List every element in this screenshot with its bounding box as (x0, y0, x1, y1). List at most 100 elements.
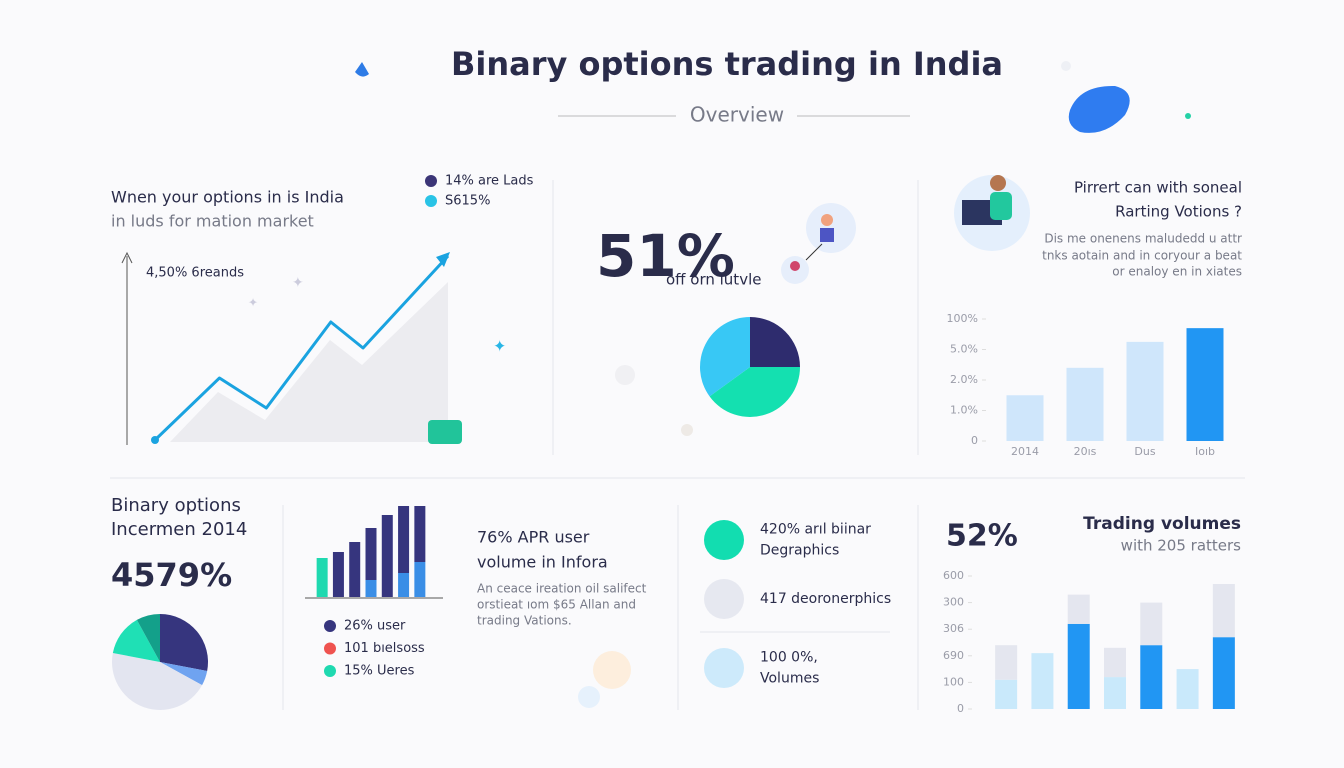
stat-text: Degraphics (760, 543, 839, 559)
x-tick-label: Ioıb (1195, 445, 1215, 458)
pie-slice (111, 653, 203, 710)
bar (995, 679, 1018, 709)
legend-label: 14% are Lads (445, 174, 534, 189)
legend-label: S615% (445, 194, 490, 209)
pie-slice (709, 367, 800, 417)
bar (332, 552, 344, 597)
pie-slice (700, 316, 750, 397)
x-tick-label: Dus (1134, 445, 1155, 458)
headline: 4579% (111, 556, 232, 594)
stat-text: 420% arıl biinar (760, 522, 871, 538)
bar (414, 506, 426, 562)
bar (1212, 583, 1235, 638)
bar (1212, 637, 1235, 709)
caption: off orn lutvle (666, 271, 761, 289)
y-tick-label: 0 (971, 434, 978, 447)
bar (1140, 602, 1163, 646)
description: trading Vations. (477, 614, 572, 628)
description: Dis me onenens maludedd u attr (1044, 232, 1242, 246)
y-tick-label: 600 (943, 569, 964, 582)
panel-title: Pirrert can with soneal (1074, 179, 1242, 197)
description: orstieat ıom $65 Allan and (477, 598, 636, 612)
bar (1104, 677, 1126, 709)
data-line (153, 254, 450, 442)
person-head (990, 175, 1006, 191)
headline: 52% (946, 519, 1018, 554)
bar (1140, 645, 1163, 709)
stat-text: Volumes (760, 671, 819, 687)
y-tick-label: 306 (943, 622, 964, 635)
stat-dot (704, 648, 744, 688)
panel-title: 76% APR user (477, 528, 590, 547)
y-tick-label: 690 (943, 649, 964, 662)
bar (1186, 328, 1224, 441)
page-title: Binary options trading in India (451, 45, 1003, 83)
bar (1067, 594, 1090, 624)
panel-title: Binary options (111, 495, 241, 516)
y-tick-label: 100 (943, 675, 964, 688)
person-body (990, 192, 1012, 220)
legend-label: 15% Ueres (344, 664, 415, 679)
y-tick-label: 0 (957, 702, 964, 715)
sparkle: ✦ (248, 296, 258, 310)
y-tick-label: 5.0% (950, 343, 978, 356)
x-tick-label: 20ıs (1074, 445, 1097, 458)
legend-swatch (425, 195, 437, 207)
pie-slice (136, 614, 160, 662)
arrow-head (121, 251, 133, 264)
legend-swatch (324, 620, 336, 632)
bar (1067, 623, 1090, 709)
legend-swatch (425, 175, 437, 187)
connector (805, 243, 823, 261)
bar (398, 506, 410, 573)
headline: 51% (596, 222, 735, 290)
line-start (151, 436, 159, 444)
bar (1031, 653, 1054, 709)
blob (615, 365, 635, 385)
stat-text: 100 0%, (760, 650, 818, 666)
pie-slice (750, 317, 800, 367)
bar (1104, 647, 1126, 678)
blob (593, 651, 631, 689)
panel-title: Wnen your options in is India (111, 188, 344, 207)
bar (349, 542, 361, 597)
drop-shape (355, 62, 369, 77)
sparkle: ✦ (493, 337, 506, 356)
panel-title: Rarting Votions ? (1115, 203, 1242, 221)
description: or enaloy en in xiates (1112, 265, 1242, 279)
pie-slice (160, 662, 208, 686)
panel-subtitle: with 205 ratters (1121, 537, 1242, 555)
page-subtitle: Overview (690, 103, 784, 127)
pie-slice (160, 614, 209, 671)
panel-subtitle: in luds for mation market (111, 212, 314, 231)
bar (995, 645, 1018, 680)
blob-shape (1068, 85, 1130, 133)
bar (365, 528, 377, 580)
y-tick-label: 300 (943, 596, 964, 609)
avatar-body (820, 228, 834, 242)
bar (1176, 669, 1199, 709)
area-shape (170, 282, 448, 442)
arrow-head (436, 252, 450, 267)
blob (681, 424, 693, 436)
description: tnks aotain and in coryour a beat (1042, 249, 1242, 263)
stat-dot (704, 579, 744, 619)
dot (1185, 113, 1191, 119)
panel-title: Incermen 2014 (111, 519, 247, 540)
legend-swatch (324, 665, 336, 677)
avatar-head (821, 214, 833, 226)
blob (578, 686, 600, 708)
bar (1066, 367, 1104, 441)
avatar-head (790, 261, 800, 271)
icon (428, 420, 462, 444)
bar (1126, 341, 1164, 441)
y-tick-label: 2.0% (950, 373, 978, 386)
stat-text: 417 deoronerphics (760, 591, 891, 607)
panel-title: Trading volumes (1083, 514, 1241, 534)
pie-slice (112, 619, 160, 662)
legend-label: 101 bıelsoss (344, 641, 425, 656)
y-tick-label: 1.0% (950, 404, 978, 417)
bar (365, 580, 377, 597)
